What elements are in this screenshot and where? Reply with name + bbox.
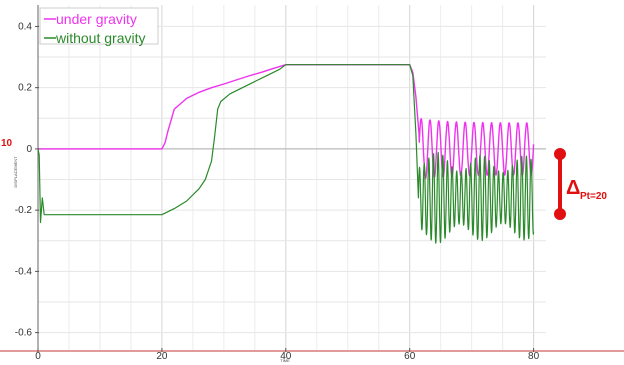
legend-box <box>39 7 159 45</box>
delta-bottom-dot <box>554 208 566 220</box>
x-tick-label: 40 <box>280 351 292 362</box>
y-tick-label: -0.4 <box>15 266 33 277</box>
series-line-without-gravity <box>37 64 535 244</box>
delta-top-dot <box>554 148 566 160</box>
y-tick-label: 0 <box>26 144 32 155</box>
delta-subscript: Pt=20 <box>580 191 607 202</box>
legend: under gravity without gravity <box>39 7 159 46</box>
x-tick-label: 20 <box>156 351 168 362</box>
y-tick-label: -0.2 <box>15 205 33 216</box>
tick-labels: 0 20 40 60 80 0.4 0.2 0 -0.2 -0.4 -0.6 <box>15 21 540 362</box>
legend-label-without-gravity: without gravity <box>55 30 145 46</box>
y-tick-label: -0.6 <box>15 328 33 339</box>
x-tick-label: 0 <box>35 351 41 362</box>
series-layer <box>37 64 535 244</box>
delta-annotation: Δ Pt=20 <box>554 148 607 220</box>
annotation-ten: 10 <box>1 138 13 149</box>
y-axis-title: DISPLACEMENT <box>13 156 18 188</box>
y-tick-label: 0.4 <box>18 21 32 32</box>
x-tick-label: 80 <box>528 351 540 362</box>
x-tick-label: 60 <box>404 351 416 362</box>
grid <box>37 5 546 351</box>
legend-label-under-gravity: under gravity <box>56 11 137 27</box>
delta-symbol: Δ <box>566 177 580 199</box>
x-axis-title: TIME <box>280 358 290 363</box>
y-tick-label: 0.2 <box>18 83 32 94</box>
